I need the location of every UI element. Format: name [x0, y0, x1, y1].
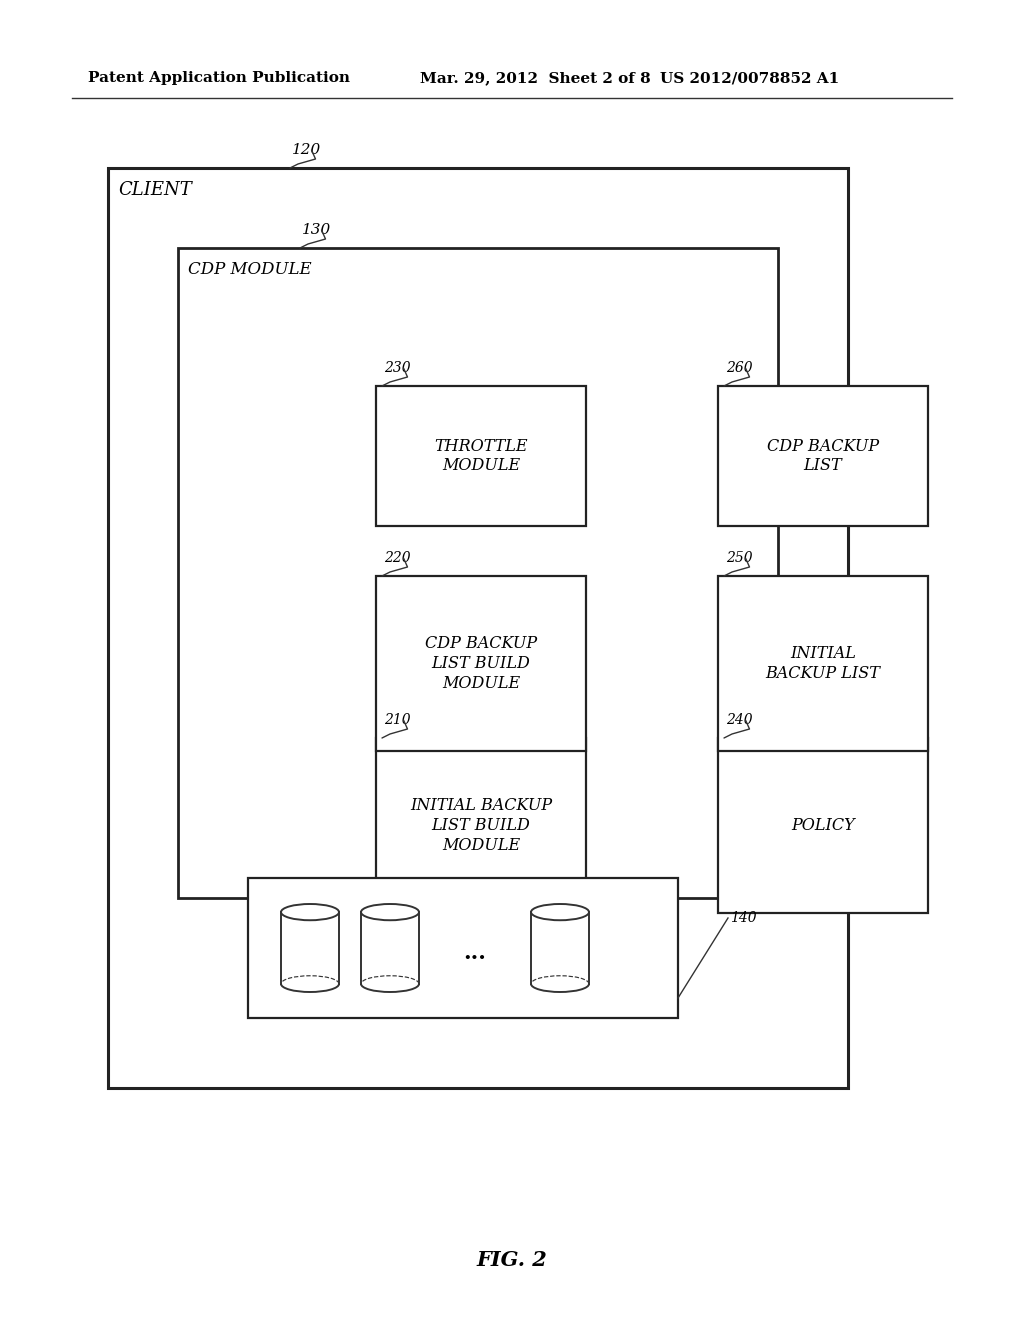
Bar [376, 738, 586, 913]
Text: 210: 210 [384, 713, 411, 727]
Text: CDP BACKUP
LIST: CDP BACKUP LIST [767, 438, 879, 474]
Text: CDP MODULE: CDP MODULE [188, 261, 311, 279]
Text: 140: 140 [730, 911, 757, 925]
Text: 250: 250 [726, 550, 753, 565]
Text: 230: 230 [384, 360, 411, 375]
Text: US 2012/0078852 A1: US 2012/0078852 A1 [660, 71, 840, 84]
Text: Mar. 29, 2012  Sheet 2 of 8: Mar. 29, 2012 Sheet 2 of 8 [420, 71, 650, 84]
Bar [376, 385, 586, 525]
Text: 130: 130 [302, 223, 331, 238]
Text: ...: ... [464, 942, 486, 964]
Text: 240: 240 [726, 713, 753, 727]
Text: 220: 220 [384, 550, 411, 565]
Bar [718, 385, 928, 525]
Bar [376, 576, 586, 751]
Text: INITIAL
BACKUP LIST: INITIAL BACKUP LIST [766, 645, 881, 682]
Bar [531, 912, 589, 983]
Text: POLICY: POLICY [792, 817, 855, 834]
Ellipse shape [281, 904, 339, 920]
Bar [178, 248, 778, 898]
Bar [108, 168, 848, 1088]
Text: 120: 120 [292, 143, 322, 157]
Text: CLIENT: CLIENT [118, 181, 191, 199]
Text: INITIAL BACKUP
LIST BUILD
MODULE: INITIAL BACKUP LIST BUILD MODULE [410, 797, 552, 854]
Text: FIG. 2: FIG. 2 [476, 1250, 548, 1270]
Text: THROTTLE
MODULE: THROTTLE MODULE [434, 438, 527, 474]
Bar [718, 576, 928, 751]
Bar [281, 912, 339, 983]
Bar [361, 912, 419, 983]
Text: CDP BACKUP
LIST BUILD
MODULE: CDP BACKUP LIST BUILD MODULE [425, 635, 537, 692]
Text: 260: 260 [726, 360, 753, 375]
Ellipse shape [361, 904, 419, 920]
Bar [248, 878, 678, 1018]
Ellipse shape [531, 904, 589, 920]
Bar [718, 738, 928, 913]
Text: Patent Application Publication: Patent Application Publication [88, 71, 350, 84]
